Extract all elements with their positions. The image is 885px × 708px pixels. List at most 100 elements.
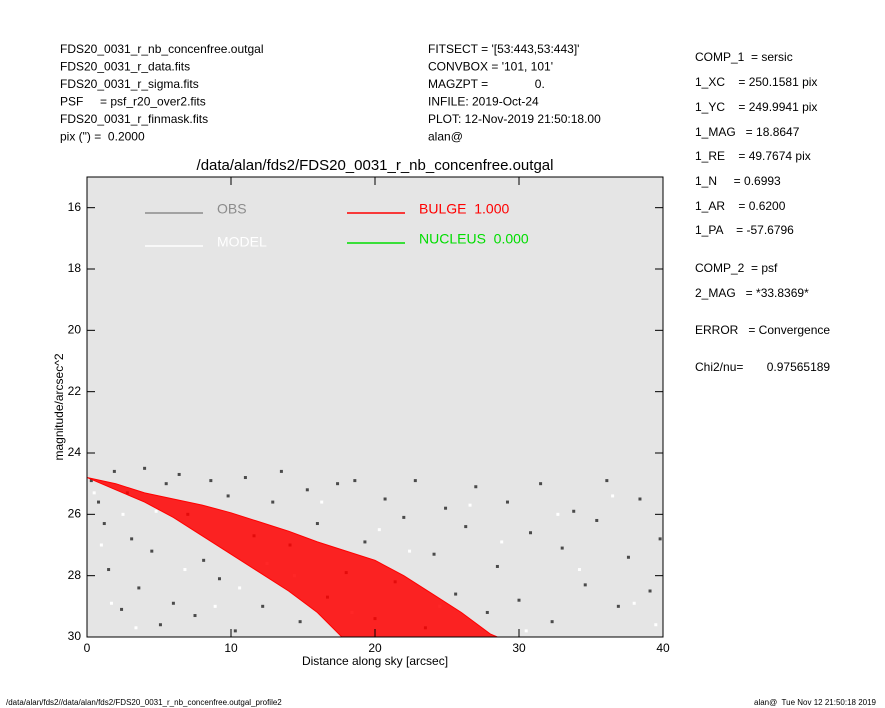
data-point — [583, 583, 587, 587]
data-point — [605, 479, 609, 483]
data-point — [209, 479, 213, 483]
data-point — [560, 546, 564, 550]
x-tick-label: 40 — [656, 641, 670, 655]
data-point — [556, 512, 560, 516]
y-tick-label: 22 — [68, 384, 82, 398]
header-line: INFILE: 2019-Oct-24 — [428, 95, 539, 109]
data-point — [377, 528, 381, 532]
fit-parameter: 1_N = 0.6993 — [695, 174, 781, 188]
legend-label: MODEL — [217, 234, 267, 250]
fit-parameter: Chi2/nu= 0.97565189 — [695, 360, 830, 374]
data-point — [402, 515, 406, 519]
fit-parameter: 1_PA = -57.6796 — [695, 223, 794, 237]
data-point — [363, 540, 367, 544]
data-point — [279, 469, 283, 473]
data-point — [444, 506, 448, 510]
data-point — [202, 558, 206, 562]
fit-parameter: ERROR = Convergence — [695, 323, 830, 337]
footer-left: /data/alan/fds2//data/alan/fds2/FDS20_00… — [6, 698, 282, 707]
data-point — [193, 614, 197, 618]
y-tick-label: 18 — [68, 261, 82, 275]
data-point — [638, 497, 642, 501]
data-point — [120, 607, 124, 611]
footer-right: alan@ Tue Nov 12 21:50:18 2019 — [754, 698, 877, 707]
data-point — [654, 623, 658, 627]
header-line: CONVBOX = '101, 101' — [428, 60, 553, 74]
data-point — [315, 522, 319, 526]
y-tick-label: 30 — [68, 629, 82, 643]
data-point — [134, 626, 138, 630]
legend-label: BULGE 1.000 — [419, 201, 509, 217]
data-point — [271, 500, 275, 504]
legend-label: NUCLEUS 0.000 — [419, 231, 529, 247]
plot-area — [87, 466, 662, 637]
data-point — [336, 482, 340, 486]
data-point — [500, 540, 504, 544]
x-tick-label: 20 — [368, 641, 382, 655]
data-point — [539, 482, 543, 486]
data-point — [432, 552, 436, 556]
data-point — [99, 543, 103, 547]
data-point — [143, 466, 147, 470]
data-point — [233, 629, 237, 633]
data-point — [226, 494, 230, 498]
data-point — [413, 479, 417, 483]
data-point — [632, 601, 636, 605]
data-point — [616, 604, 620, 608]
data-point — [383, 497, 387, 501]
legend-label: OBS — [217, 201, 247, 217]
data-point — [468, 503, 472, 507]
data-point — [517, 598, 521, 602]
data-point — [485, 610, 489, 614]
data-point — [171, 601, 175, 605]
data-point — [320, 500, 324, 504]
header-line: FDS20_0031_r_finmask.fits — [60, 112, 208, 126]
data-point — [177, 472, 181, 476]
fit-parameter: 1_AR = 0.6200 — [695, 199, 786, 213]
data-point — [238, 586, 242, 590]
header-line: FDS20_0031_r_sigma.fits — [60, 77, 199, 91]
y-tick-label: 24 — [68, 445, 82, 459]
data-point — [529, 531, 533, 535]
data-point — [550, 620, 554, 624]
data-point — [626, 555, 630, 559]
x-tick-label: 10 — [224, 641, 238, 655]
header-line: PSF = psf_r20_over2.fits — [60, 95, 206, 109]
data-point — [154, 509, 158, 513]
data-point — [158, 623, 162, 627]
x-tick-label: 30 — [512, 641, 526, 655]
data-point — [107, 568, 111, 572]
data-point — [121, 512, 125, 516]
data-point — [109, 601, 113, 605]
fit-parameter: 1_XC = 250.1581 pix — [695, 75, 817, 89]
data-point — [572, 509, 576, 513]
x-tick-label: 0 — [84, 641, 91, 655]
data-point — [595, 518, 599, 522]
data-point — [474, 485, 478, 489]
data-point — [305, 488, 309, 492]
data-point — [611, 494, 615, 498]
data-point — [658, 537, 662, 541]
data-point — [137, 586, 141, 590]
y-tick-label: 28 — [68, 568, 82, 582]
header-line: FDS20_0031_r_nb_concenfree.outgal — [60, 42, 263, 56]
data-point — [505, 500, 509, 504]
data-point — [213, 604, 217, 608]
data-point — [164, 482, 168, 486]
data-point — [408, 549, 412, 553]
fit-parameter: 1_YC = 249.9941 pix — [695, 100, 817, 114]
header-line: MAGZPT = 0. — [428, 77, 545, 91]
data-point — [217, 577, 221, 581]
data-point — [183, 568, 187, 572]
header-line: FDS20_0031_r_data.fits — [60, 60, 190, 74]
data-point — [577, 568, 581, 572]
x-axis-label: Distance along sky [arcsec] — [302, 654, 448, 668]
fit-parameter: COMP_1 = sersic — [695, 50, 793, 64]
data-point — [464, 525, 468, 529]
data-point — [261, 604, 265, 608]
data-point — [97, 500, 101, 504]
data-point — [102, 522, 106, 526]
data-point — [524, 629, 528, 633]
